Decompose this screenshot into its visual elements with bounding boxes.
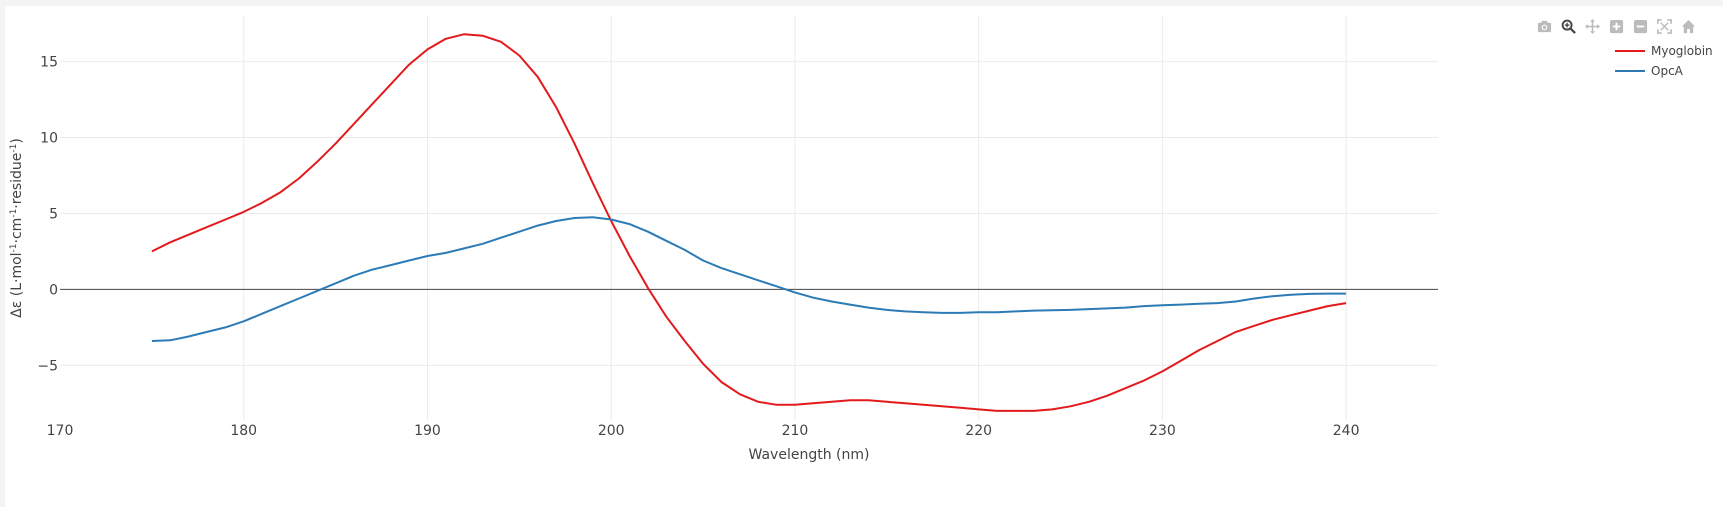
y-axis-title: Δε (L·mol-1·cm-1·residue-1)	[9, 138, 25, 318]
x-axis-title: Wavelength (nm)	[749, 447, 870, 463]
series-lines	[151, 33, 1347, 412]
legend: Myoglobin OpcA	[1615, 41, 1713, 81]
legend-swatch-myoglobin	[1615, 50, 1645, 52]
x-tick-label: 170	[47, 423, 74, 439]
legend-label-opca: OpcA	[1651, 64, 1683, 78]
x-tick-label: 200	[598, 423, 625, 439]
modebar	[1535, 18, 1697, 34]
zoom-out-icon[interactable]	[1631, 17, 1649, 35]
x-tick-label: 230	[1149, 423, 1176, 439]
x-tick-label: 240	[1333, 423, 1360, 439]
zoom-icon[interactable]	[1559, 17, 1577, 35]
x-tick-label: 210	[782, 423, 809, 439]
y-tick-label: −5	[37, 358, 58, 374]
line-chart[interactable]: 170 180 190 200 210 220 230 240 −5 0 5 10 15 Wavelen…	[5, 6, 1723, 507]
x-tick-label: 190	[414, 423, 441, 439]
y-tick-label: 15	[40, 55, 58, 71]
legend-label-myoglobin: Myoglobin	[1651, 44, 1713, 58]
series-line-opca	[151, 216, 1347, 342]
plot-panel: 170 180 190 200 210 220 230 240 −5 0 5 10 15 Wavelen…	[5, 6, 1723, 507]
autoscale-icon[interactable]	[1655, 17, 1673, 35]
tick-labels: 170 180 190 200 210 220 230 240 −5 0 5 10 15	[37, 55, 1359, 439]
x-tick-label: 220	[965, 423, 992, 439]
grid-lines	[60, 16, 1438, 420]
legend-item-opca[interactable]: OpcA	[1615, 61, 1713, 81]
y-tick-label: 5	[49, 206, 58, 222]
y-tick-label: 0	[49, 282, 58, 298]
legend-swatch-opca	[1615, 70, 1645, 72]
pan-icon[interactable]	[1583, 17, 1601, 35]
series-line-myoglobin	[151, 33, 1347, 412]
x-tick-label: 180	[230, 423, 257, 439]
home-icon[interactable]	[1679, 17, 1697, 35]
y-tick-label: 10	[40, 131, 58, 147]
zoom-in-icon[interactable]	[1607, 17, 1625, 35]
legend-item-myoglobin[interactable]: Myoglobin	[1615, 41, 1713, 61]
camera-icon[interactable]	[1535, 17, 1553, 35]
